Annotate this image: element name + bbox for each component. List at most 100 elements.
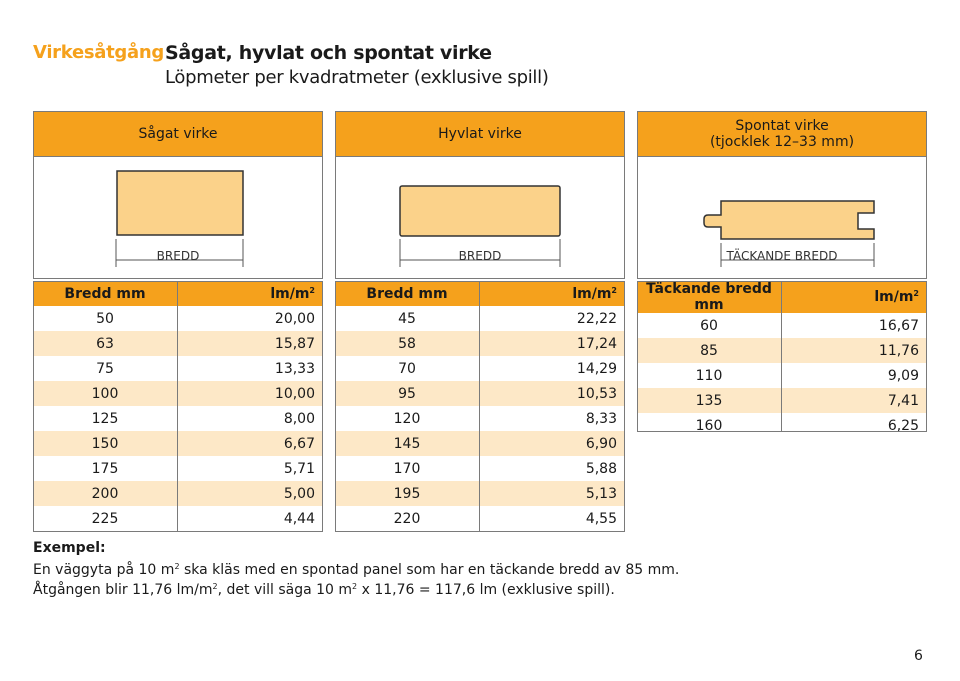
panel-planed: Hyvlat virke BREDD bbox=[335, 111, 625, 279]
table-row: 75 13,33 bbox=[33, 356, 323, 381]
table-sawn: Bredd mm lm/m2 50 20,00 63 15,87 75 13,33 100 1… bbox=[33, 281, 323, 531]
column-header: lm/m2 bbox=[781, 281, 927, 313]
width-cell: 200 bbox=[33, 481, 177, 506]
table-row: 195 5,13 bbox=[335, 481, 625, 506]
planed-board-illustration bbox=[399, 185, 561, 267]
table-tongue-groove: Täckande bredd mm lm/m2 60 16,67 85 11,76 11… bbox=[637, 281, 927, 438]
dimension-label: BREDD bbox=[156, 249, 200, 263]
sawn-board-illustration bbox=[115, 170, 244, 267]
table-row: 85 11,76 bbox=[637, 338, 927, 363]
width-cell: 195 bbox=[335, 481, 479, 506]
width-cell: 58 bbox=[335, 331, 479, 356]
tongue-groove-board-illustration bbox=[703, 200, 875, 267]
table-row: 60 16,67 bbox=[637, 313, 927, 338]
width-cell: 50 bbox=[96, 310, 114, 327]
lm-per-m2-cell: 22,22 bbox=[576, 310, 617, 327]
table-row: 150 6,67 bbox=[33, 431, 323, 456]
example-label: Exempel: bbox=[33, 540, 106, 556]
lm-per-m2-cell: 8,00 bbox=[283, 410, 315, 427]
table-row: 58 17,24 bbox=[335, 331, 625, 356]
width-cell: 95 bbox=[335, 381, 479, 406]
lm-per-m2-cell: 5,88 bbox=[585, 460, 617, 477]
lm-per-m2-cell: 5,13 bbox=[479, 481, 625, 506]
example-line-1: En väggyta på 10 m2 ska kläs med en spon… bbox=[33, 562, 680, 578]
column-divider bbox=[781, 281, 782, 431]
table-row: 170 5,88 bbox=[335, 456, 625, 481]
panel-subtitle: (tjocklek 12–33 mm) bbox=[709, 134, 855, 150]
column-header: lm/m2 bbox=[479, 281, 625, 306]
panel-header: Hyvlat virke bbox=[336, 112, 624, 157]
table-row: 50 20,00 bbox=[33, 306, 323, 331]
lm-per-m2-cell: 10,00 bbox=[177, 381, 323, 406]
width-cell: 150 bbox=[33, 431, 177, 456]
table-row: 135 7,41 bbox=[637, 388, 927, 413]
column-divider bbox=[177, 281, 178, 531]
lm-per-m2-cell: 15,87 bbox=[177, 331, 323, 356]
width-cell: 175 bbox=[91, 460, 119, 477]
width-cell: 145 bbox=[335, 431, 479, 456]
table-planed: Bredd mm lm/m2 45 22,22 58 17,24 70 14,29 95 10… bbox=[335, 281, 625, 531]
width-cell: 110 bbox=[695, 367, 723, 384]
lm-per-m2-cell: 6,67 bbox=[177, 431, 323, 456]
width-cell: 85 bbox=[637, 338, 781, 363]
lm-per-m2-cell: 5,71 bbox=[283, 460, 315, 477]
lm-per-m2-cell: 5,00 bbox=[177, 481, 323, 506]
width-cell: 100 bbox=[33, 381, 177, 406]
column-header: Täckande bredd mm bbox=[637, 281, 781, 313]
width-cell: 220 bbox=[393, 510, 421, 527]
page-title: Sågat, hyvlat och spontat virke bbox=[165, 42, 492, 64]
table-row: 100 10,00 bbox=[33, 381, 323, 406]
width-cell: 160 bbox=[695, 417, 723, 434]
lm-per-m2-cell: 11,76 bbox=[781, 338, 927, 363]
column-header: lm/m2 bbox=[177, 281, 323, 306]
column-header: Bredd mm bbox=[33, 281, 177, 306]
width-cell: 170 bbox=[393, 460, 421, 477]
panel-header: Spontat virke (tjocklek 12–33 mm) bbox=[638, 112, 926, 157]
table-row: 120 8,33 bbox=[335, 406, 625, 431]
lm-per-m2-cell: 4,44 bbox=[283, 510, 315, 527]
lm-per-m2-cell: 6,25 bbox=[887, 417, 919, 434]
section-kicker: Virkesåtgång bbox=[33, 42, 164, 63]
table-row: 145 6,90 bbox=[335, 431, 625, 456]
lm-per-m2-cell: 17,24 bbox=[479, 331, 625, 356]
table-row: 70 14,29 bbox=[335, 356, 625, 381]
lm-per-m2-cell: 7,41 bbox=[781, 388, 927, 413]
page-number: 6 bbox=[914, 648, 923, 664]
table-row: 125 8,00 bbox=[33, 406, 323, 431]
lm-per-m2-cell: 4,55 bbox=[585, 510, 617, 527]
table-row: 160 6,25 bbox=[637, 413, 927, 438]
width-cell: 225 bbox=[91, 510, 119, 527]
width-cell: 70 bbox=[398, 360, 416, 377]
table-row: 220 4,55 bbox=[335, 506, 625, 531]
width-cell: 135 bbox=[637, 388, 781, 413]
panel-tongue-groove: Spontat virke (tjocklek 12–33 mm) TÄCKAN… bbox=[637, 111, 927, 279]
table-row: 225 4,44 bbox=[33, 506, 323, 531]
panel-title: Hyvlat virke bbox=[438, 126, 522, 142]
column-header: Bredd mm bbox=[335, 281, 479, 306]
example-line-2: Åtgången blir 11,76 lm/m2, det vill säga… bbox=[33, 582, 615, 598]
panel-sawn: Sågat virke BREDD bbox=[33, 111, 323, 279]
lm-per-m2-cell: 8,33 bbox=[585, 410, 617, 427]
width-cell: 120 bbox=[393, 410, 421, 427]
lm-per-m2-cell: 14,29 bbox=[576, 360, 617, 377]
lm-per-m2-cell: 20,00 bbox=[274, 310, 315, 327]
width-cell: 75 bbox=[96, 360, 114, 377]
width-cell: 60 bbox=[700, 317, 718, 334]
width-cell: 45 bbox=[398, 310, 416, 327]
table-row: 63 15,87 bbox=[33, 331, 323, 356]
table-row: 110 9,09 bbox=[637, 363, 927, 388]
lm-per-m2-cell: 6,90 bbox=[479, 431, 625, 456]
panel-title: Spontat virke bbox=[735, 118, 829, 134]
width-cell: 63 bbox=[33, 331, 177, 356]
width-cell: 125 bbox=[91, 410, 119, 427]
lm-per-m2-cell: 10,53 bbox=[479, 381, 625, 406]
column-divider bbox=[479, 281, 480, 531]
dimension-label: BREDD bbox=[458, 249, 502, 263]
panel-header: Sågat virke bbox=[34, 112, 322, 157]
table-row: 95 10,53 bbox=[335, 381, 625, 406]
table-row: 45 22,22 bbox=[335, 306, 625, 331]
panel-title: Sågat virke bbox=[138, 126, 218, 142]
table-row: 200 5,00 bbox=[33, 481, 323, 506]
table-row: 175 5,71 bbox=[33, 456, 323, 481]
lm-per-m2-cell: 13,33 bbox=[274, 360, 315, 377]
